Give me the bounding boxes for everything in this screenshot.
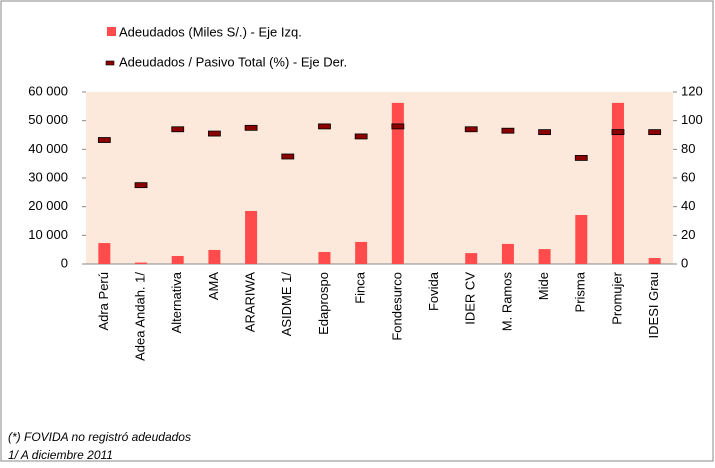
x-tick-label: Mide: [536, 272, 551, 300]
bar: [208, 249, 221, 264]
bar: [575, 214, 588, 264]
x-tick-label: Adea Andah. 1/: [132, 272, 147, 361]
legend-swatch: [107, 27, 116, 36]
x-tick-label: M. Ramos: [499, 272, 514, 332]
y2-tick-label: 120: [681, 83, 703, 98]
y-tick-label: 10 000: [28, 227, 68, 242]
footnote: 1/ A diciembre 2011: [8, 448, 113, 462]
x-tick-label: Fondesurco: [389, 272, 404, 341]
bar: [245, 210, 258, 264]
y2-tick-label: 80: [681, 141, 695, 156]
y2-tick-label: 20: [681, 227, 695, 242]
legend-label: Adeudados (Miles S/.) - Eje Izq.: [119, 24, 302, 39]
x-tick-label: Fovida: [426, 271, 441, 311]
bar: [355, 241, 368, 264]
y2-tick-label: 0: [681, 255, 688, 270]
bar: [501, 243, 514, 264]
x-tick-label: Alternativa: [169, 271, 184, 333]
y2-tick-label: 40: [681, 198, 695, 213]
legend-swatch: [105, 60, 115, 66]
y-tick-label: 20 000: [28, 198, 68, 213]
marker: [648, 129, 662, 136]
y-tick-label: 0: [61, 255, 68, 270]
bar: [98, 243, 111, 264]
bar: [538, 249, 551, 264]
marker: [611, 129, 625, 136]
plot-area: [86, 92, 673, 264]
marker: [391, 123, 405, 130]
x-tick-label: Promujer: [609, 271, 624, 324]
marker: [318, 123, 331, 130]
bar: [391, 102, 404, 264]
bar: [648, 257, 661, 264]
y2-tick-label: 60: [681, 169, 695, 184]
x-tick-label: Adra Perú: [96, 272, 111, 331]
x-tick-label: IDESI Grau: [646, 272, 661, 338]
marker: [244, 124, 258, 131]
y-tick-label: 50 000: [28, 112, 68, 127]
legend-label: Adeudados / Pasivo Total (%) - Eje Der.: [119, 54, 347, 69]
x-tick-label: IDER CV: [463, 272, 478, 325]
marker: [501, 127, 515, 134]
x-tick-label: Prisma: [573, 271, 588, 312]
x-tick-label: AMA: [206, 272, 221, 301]
marker: [281, 153, 295, 160]
y-tick-label: 60 000: [28, 83, 68, 98]
x-tick-label: ASIDME 1/: [279, 272, 294, 337]
y-tick-label: 40 000: [28, 141, 68, 156]
footnote: (*) FOVIDA no registró adeudados: [8, 430, 191, 444]
bar: [465, 253, 478, 264]
y2-tick-label: 100: [681, 112, 703, 127]
marker: [538, 129, 551, 136]
marker: [574, 155, 588, 161]
marker: [134, 182, 148, 189]
marker: [97, 137, 111, 143]
marker: [208, 130, 221, 137]
x-tick-label: Finca: [353, 271, 368, 304]
x-tick-label: Edaprospo: [316, 272, 331, 335]
bar: [318, 251, 331, 264]
x-tick-label: ARARIWA: [243, 272, 258, 333]
marker: [171, 126, 185, 133]
bar: [135, 262, 148, 264]
bar: [611, 102, 624, 264]
marker: [464, 126, 478, 133]
y-tick-label: 30 000: [28, 169, 68, 184]
bar: [171, 255, 184, 264]
marker: [354, 133, 368, 140]
